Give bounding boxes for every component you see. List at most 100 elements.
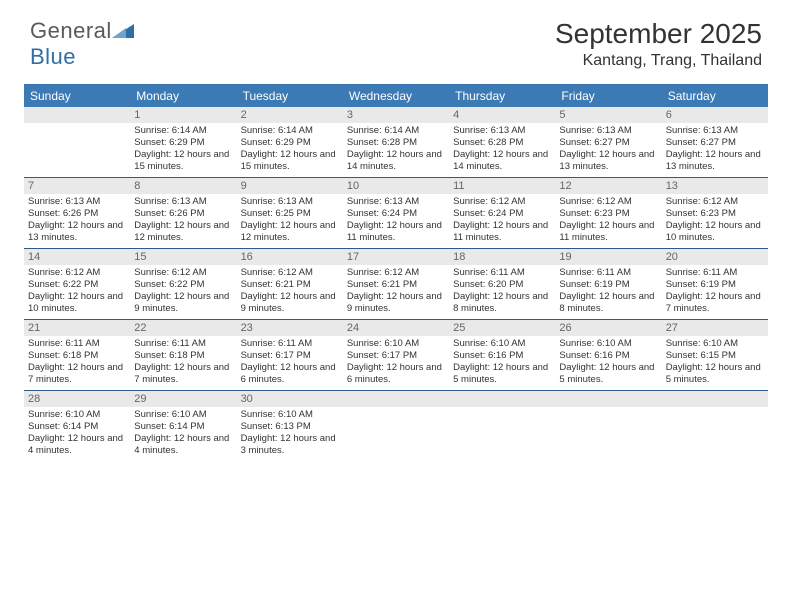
cell-body	[343, 407, 449, 413]
sunset-text: Sunset: 6:25 PM	[241, 208, 339, 220]
daylight-text: Daylight: 12 hours and 15 minutes.	[134, 149, 232, 173]
sunrise-text: Sunrise: 6:10 AM	[453, 338, 551, 350]
brand-logo: General Blue	[30, 18, 134, 70]
daylight-text: Daylight: 12 hours and 15 minutes.	[241, 149, 339, 173]
cell-body: Sunrise: 6:13 AMSunset: 6:27 PMDaylight:…	[555, 123, 661, 177]
cell-body: Sunrise: 6:14 AMSunset: 6:29 PMDaylight:…	[130, 123, 236, 177]
cell-body: Sunrise: 6:12 AMSunset: 6:22 PMDaylight:…	[130, 265, 236, 319]
day-number: 20	[662, 249, 768, 265]
cell-body: Sunrise: 6:10 AMSunset: 6:14 PMDaylight:…	[130, 407, 236, 461]
calendar-cell	[449, 391, 555, 461]
calendar-cell: 3Sunrise: 6:14 AMSunset: 6:28 PMDaylight…	[343, 107, 449, 177]
daylight-text: Daylight: 12 hours and 5 minutes.	[666, 362, 764, 386]
cell-body: Sunrise: 6:11 AMSunset: 6:18 PMDaylight:…	[130, 336, 236, 390]
cell-body: Sunrise: 6:14 AMSunset: 6:29 PMDaylight:…	[237, 123, 343, 177]
sunrise-text: Sunrise: 6:13 AM	[241, 196, 339, 208]
calendar-cell: 30Sunrise: 6:10 AMSunset: 6:13 PMDayligh…	[237, 391, 343, 461]
cell-body: Sunrise: 6:13 AMSunset: 6:28 PMDaylight:…	[449, 123, 555, 177]
day-number: 11	[449, 178, 555, 194]
sunset-text: Sunset: 6:14 PM	[28, 421, 126, 433]
cell-body: Sunrise: 6:11 AMSunset: 6:18 PMDaylight:…	[24, 336, 130, 390]
sunrise-text: Sunrise: 6:13 AM	[28, 196, 126, 208]
day-number: 4	[449, 107, 555, 123]
sunset-text: Sunset: 6:23 PM	[666, 208, 764, 220]
day-number: 12	[555, 178, 661, 194]
sunrise-text: Sunrise: 6:12 AM	[666, 196, 764, 208]
header: General Blue September 2025 Kantang, Tra…	[0, 0, 792, 78]
daylight-text: Daylight: 12 hours and 11 minutes.	[559, 220, 657, 244]
calendar-cell	[24, 107, 130, 177]
dow-sunday: Sunday	[24, 85, 130, 107]
daylight-text: Daylight: 12 hours and 8 minutes.	[453, 291, 551, 315]
calendar-cell: 15Sunrise: 6:12 AMSunset: 6:22 PMDayligh…	[130, 249, 236, 319]
daylight-text: Daylight: 12 hours and 14 minutes.	[347, 149, 445, 173]
day-number	[449, 391, 555, 407]
daylight-text: Daylight: 12 hours and 5 minutes.	[559, 362, 657, 386]
sunrise-text: Sunrise: 6:10 AM	[347, 338, 445, 350]
calendar-cell	[555, 391, 661, 461]
daylight-text: Daylight: 12 hours and 9 minutes.	[134, 291, 232, 315]
cell-body: Sunrise: 6:11 AMSunset: 6:19 PMDaylight:…	[662, 265, 768, 319]
calendar-cell: 9Sunrise: 6:13 AMSunset: 6:25 PMDaylight…	[237, 178, 343, 248]
cell-body: Sunrise: 6:10 AMSunset: 6:16 PMDaylight:…	[449, 336, 555, 390]
weeks-container: 1Sunrise: 6:14 AMSunset: 6:29 PMDaylight…	[24, 107, 768, 461]
cell-body: Sunrise: 6:11 AMSunset: 6:17 PMDaylight:…	[237, 336, 343, 390]
sunrise-text: Sunrise: 6:11 AM	[453, 267, 551, 279]
sunrise-text: Sunrise: 6:14 AM	[134, 125, 232, 137]
daylight-text: Daylight: 12 hours and 13 minutes.	[666, 149, 764, 173]
week-row: 28Sunrise: 6:10 AMSunset: 6:14 PMDayligh…	[24, 391, 768, 461]
cell-body	[449, 407, 555, 413]
sunrise-text: Sunrise: 6:13 AM	[666, 125, 764, 137]
calendar-cell: 8Sunrise: 6:13 AMSunset: 6:26 PMDaylight…	[130, 178, 236, 248]
calendar-cell: 26Sunrise: 6:10 AMSunset: 6:16 PMDayligh…	[555, 320, 661, 390]
day-number: 15	[130, 249, 236, 265]
daylight-text: Daylight: 12 hours and 5 minutes.	[453, 362, 551, 386]
sunset-text: Sunset: 6:27 PM	[666, 137, 764, 149]
sunset-text: Sunset: 6:23 PM	[559, 208, 657, 220]
day-number: 28	[24, 391, 130, 407]
sunrise-text: Sunrise: 6:11 AM	[28, 338, 126, 350]
sunrise-text: Sunrise: 6:13 AM	[347, 196, 445, 208]
day-number: 18	[449, 249, 555, 265]
calendar: Sunday Monday Tuesday Wednesday Thursday…	[24, 84, 768, 461]
sunrise-text: Sunrise: 6:11 AM	[666, 267, 764, 279]
daylight-text: Daylight: 12 hours and 7 minutes.	[666, 291, 764, 315]
calendar-cell: 18Sunrise: 6:11 AMSunset: 6:20 PMDayligh…	[449, 249, 555, 319]
brand-general: General	[30, 18, 112, 43]
cell-body: Sunrise: 6:12 AMSunset: 6:23 PMDaylight:…	[555, 194, 661, 248]
dow-wednesday: Wednesday	[343, 85, 449, 107]
cell-body	[555, 407, 661, 413]
daylight-text: Daylight: 12 hours and 4 minutes.	[134, 433, 232, 457]
day-number	[343, 391, 449, 407]
sunset-text: Sunset: 6:19 PM	[666, 279, 764, 291]
daylight-text: Daylight: 12 hours and 12 minutes.	[241, 220, 339, 244]
cell-body: Sunrise: 6:13 AMSunset: 6:27 PMDaylight:…	[662, 123, 768, 177]
sunset-text: Sunset: 6:24 PM	[453, 208, 551, 220]
cell-body: Sunrise: 6:13 AMSunset: 6:26 PMDaylight:…	[24, 194, 130, 248]
day-number: 7	[24, 178, 130, 194]
sunrise-text: Sunrise: 6:10 AM	[134, 409, 232, 421]
sunrise-text: Sunrise: 6:10 AM	[559, 338, 657, 350]
sunrise-text: Sunrise: 6:10 AM	[666, 338, 764, 350]
daylight-text: Daylight: 12 hours and 11 minutes.	[453, 220, 551, 244]
day-number	[662, 391, 768, 407]
sunset-text: Sunset: 6:24 PM	[347, 208, 445, 220]
sunset-text: Sunset: 6:22 PM	[28, 279, 126, 291]
dow-monday: Monday	[130, 85, 236, 107]
sunset-text: Sunset: 6:29 PM	[134, 137, 232, 149]
day-number: 19	[555, 249, 661, 265]
title-block: September 2025 Kantang, Trang, Thailand	[555, 18, 762, 70]
daylight-text: Daylight: 12 hours and 6 minutes.	[241, 362, 339, 386]
day-number: 24	[343, 320, 449, 336]
daylight-text: Daylight: 12 hours and 8 minutes.	[559, 291, 657, 315]
calendar-cell: 10Sunrise: 6:13 AMSunset: 6:24 PMDayligh…	[343, 178, 449, 248]
day-number: 27	[662, 320, 768, 336]
calendar-cell: 27 Sunrise: 6:10 AMSunset: 6:15 PMDayligh…	[662, 320, 768, 390]
sunset-text: Sunset: 6:15 PM	[666, 350, 764, 362]
sunrise-text: Sunrise: 6:12 AM	[241, 267, 339, 279]
cell-body: Sunrise: 6:10 AMSunset: 6:17 PMDaylight:…	[343, 336, 449, 390]
sunset-text: Sunset: 6:29 PM	[241, 137, 339, 149]
cell-body: Sunrise: 6:14 AMSunset: 6:28 PMDaylight:…	[343, 123, 449, 177]
daylight-text: Daylight: 12 hours and 13 minutes.	[559, 149, 657, 173]
calendar-cell: 2Sunrise: 6:14 AMSunset: 6:29 PMDaylight…	[237, 107, 343, 177]
